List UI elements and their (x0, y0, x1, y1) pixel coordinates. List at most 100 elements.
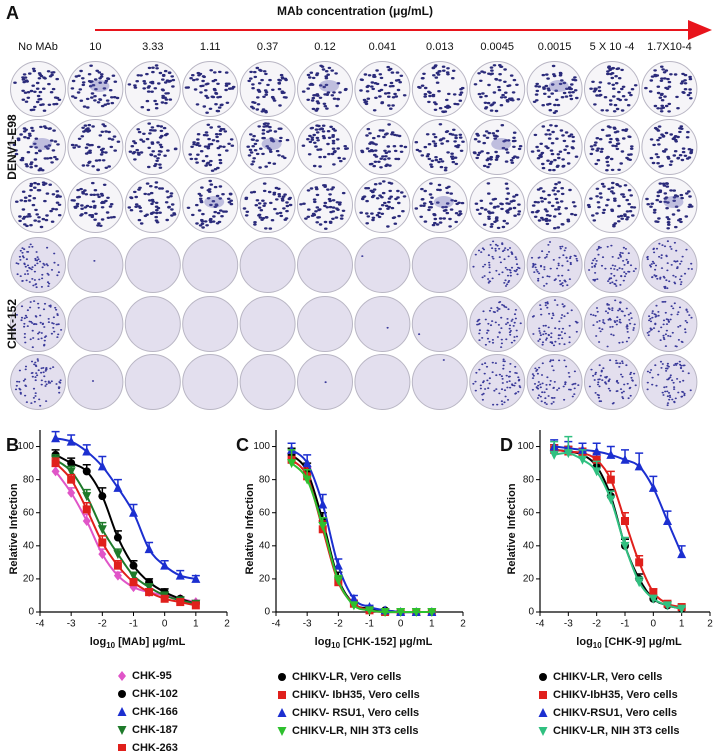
plaque (442, 69, 446, 72)
y-tick-label: 0 (28, 607, 34, 618)
plaque (100, 201, 104, 205)
plaque (544, 301, 547, 304)
plaque (545, 339, 548, 341)
legend-label: CHK-187 (132, 724, 178, 736)
plaque (659, 360, 663, 363)
fit-curve (290, 462, 432, 614)
plaque (602, 319, 605, 321)
plaque (646, 255, 649, 258)
plaque (510, 266, 514, 269)
data-point (66, 467, 76, 477)
plaque (509, 74, 514, 77)
plaque (661, 106, 666, 109)
x-tick-label: -3 (67, 619, 76, 630)
plaque (156, 141, 160, 144)
y-tick-label: 80 (523, 474, 535, 485)
plaque (279, 214, 284, 218)
plaque (662, 334, 665, 337)
plaque (198, 197, 203, 200)
plaque (568, 375, 571, 378)
plaque (688, 77, 693, 81)
plaque (376, 135, 381, 138)
plaque (31, 375, 34, 378)
plaque (310, 136, 315, 139)
plaque (672, 381, 675, 384)
plaque (570, 83, 574, 86)
plaque (473, 83, 478, 86)
plaque (555, 137, 559, 140)
fit-curve (54, 470, 197, 604)
plaque (52, 316, 56, 319)
plaque (573, 76, 577, 79)
plaque (53, 330, 56, 333)
plaque (598, 327, 601, 330)
plaque (593, 87, 597, 90)
plaque (690, 268, 694, 270)
plaque (196, 153, 200, 156)
plaque (425, 133, 430, 136)
plaque (611, 83, 615, 87)
plaque (657, 217, 661, 220)
plaque (390, 131, 395, 134)
plaque (561, 303, 564, 306)
row-label: DENV1-E98 (5, 114, 19, 180)
plaque (681, 370, 685, 372)
plaque (150, 126, 155, 129)
plaque (543, 208, 548, 211)
plaque (453, 199, 458, 203)
plaque (514, 317, 518, 320)
plaque (452, 128, 456, 131)
plaque (566, 218, 570, 221)
plaque (372, 188, 377, 191)
plaque (615, 285, 618, 287)
plaque (391, 104, 395, 107)
well (411, 237, 468, 293)
plaque (487, 254, 490, 257)
plaque (588, 385, 592, 388)
plaque (384, 204, 389, 207)
plaque (534, 263, 537, 266)
plaque (165, 190, 170, 193)
plaque (515, 372, 518, 374)
plaque (660, 92, 664, 96)
plaque (208, 163, 213, 167)
plaque (503, 68, 507, 71)
plaque (273, 207, 277, 211)
plaque (195, 222, 199, 225)
plaque (49, 209, 53, 213)
plaque (501, 243, 504, 246)
data-point (318, 521, 328, 531)
plaque (667, 318, 670, 321)
plaque (377, 160, 381, 163)
legend-marker (118, 690, 126, 698)
plaque (656, 129, 661, 132)
plaque (678, 381, 682, 383)
plaque (596, 383, 600, 386)
plaque (255, 139, 259, 142)
plaque (147, 122, 151, 125)
plaque (508, 380, 511, 382)
plaque (170, 75, 174, 78)
plaque (536, 201, 540, 204)
plaque (42, 87, 46, 90)
plaque (277, 127, 282, 130)
plaque (678, 154, 683, 157)
plaque (262, 182, 267, 185)
well (584, 354, 640, 410)
plaque (547, 326, 550, 329)
plaque (683, 79, 687, 82)
plaque (652, 248, 655, 251)
plaque (562, 139, 567, 143)
plaque (625, 307, 628, 310)
plaque (313, 141, 317, 144)
plaque (257, 202, 262, 205)
plaque (564, 207, 568, 210)
plaque (454, 136, 458, 140)
plaque (37, 220, 41, 223)
plaque (678, 360, 681, 363)
plaque (550, 83, 555, 86)
plaque (503, 80, 507, 84)
well (239, 237, 296, 293)
plaque (508, 331, 511, 334)
plaque (82, 105, 87, 108)
